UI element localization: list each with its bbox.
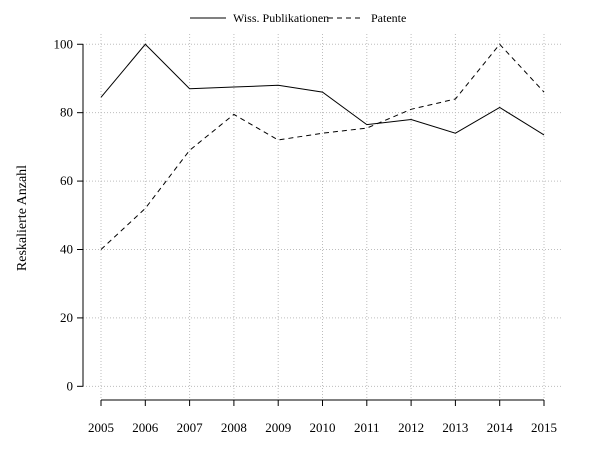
x-tick-label-2005: 2005 bbox=[88, 420, 114, 435]
legend-label-patente: Patente bbox=[371, 11, 406, 25]
x-tick-label-2014: 2014 bbox=[487, 420, 514, 435]
x-tick-label-2015: 2015 bbox=[531, 420, 557, 435]
y-tick-label-80: 80 bbox=[60, 105, 73, 120]
series-line-publikationen bbox=[100, 43, 545, 136]
y-tick-label-20: 20 bbox=[60, 310, 73, 325]
x-tick-label-2007: 2007 bbox=[177, 420, 204, 435]
axes: 0 20 40 60 80 100 2005 2006 2007 2008 2009 2010 2011… bbox=[54, 36, 558, 435]
series-group bbox=[100, 43, 545, 250]
x-tick-label-2013: 2013 bbox=[442, 420, 468, 435]
y-axis-title: Reskalierte Anzahl bbox=[15, 165, 30, 271]
legend: Wiss. Publikationen Patente bbox=[190, 11, 406, 25]
legend-label-publikationen: Wiss. Publikationen bbox=[233, 11, 329, 25]
x-tick-label-2012: 2012 bbox=[398, 420, 424, 435]
x-tick-label-2010: 2010 bbox=[310, 420, 336, 435]
x-tick-label-2006: 2006 bbox=[132, 420, 159, 435]
y-tick-label-40: 40 bbox=[60, 241, 73, 256]
y-tick-label-0: 0 bbox=[67, 378, 74, 393]
series-line-patente bbox=[100, 43, 545, 250]
y-tick-label-60: 60 bbox=[60, 173, 73, 188]
x-tick-label-2008: 2008 bbox=[221, 420, 247, 435]
y-tick-label-100: 100 bbox=[54, 36, 74, 51]
grid bbox=[83, 34, 562, 400]
x-tick-label-2009: 2009 bbox=[265, 420, 291, 435]
x-tick-label-2011: 2011 bbox=[354, 420, 380, 435]
